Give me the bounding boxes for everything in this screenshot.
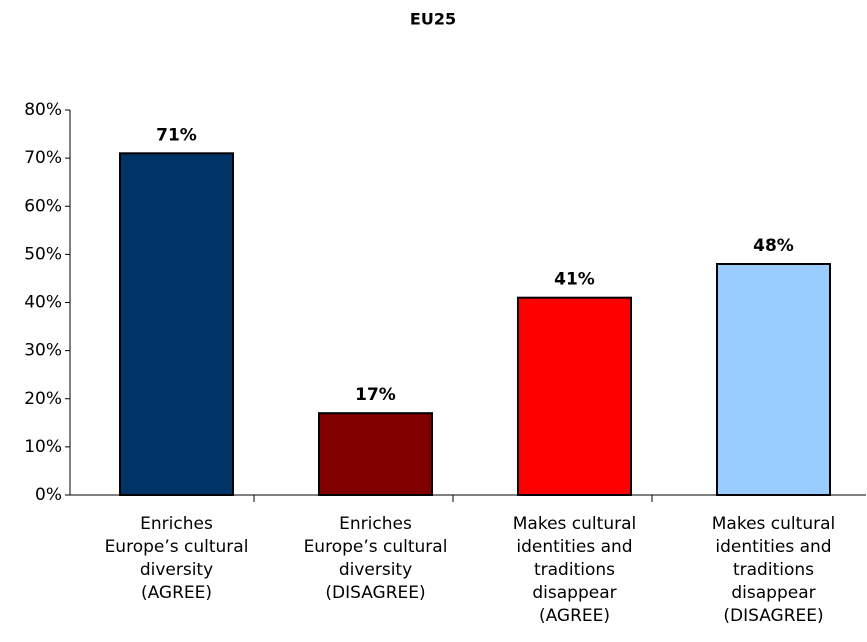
x-tick-label: traditions (733, 560, 814, 580)
data-label: 71% (156, 125, 197, 145)
x-tick-label: Makes cultural (513, 514, 636, 534)
x-tick-label: identities and (715, 537, 831, 557)
x-tick-label: traditions (534, 560, 615, 580)
bar (119, 152, 234, 496)
y-tick-label: 0% (35, 485, 62, 505)
x-tick-label: Enriches (339, 514, 412, 534)
y-tick-label: 80% (24, 100, 62, 120)
x-tick-label: disappear (731, 583, 815, 603)
bar (716, 263, 831, 496)
x-tick-label: (DISAGREE) (325, 583, 425, 603)
y-tick-label: 20% (24, 389, 62, 409)
x-tick-label: diversity (339, 560, 412, 580)
x-tick-label: Makes cultural (712, 514, 835, 534)
x-tick-label: diversity (140, 560, 213, 580)
data-label: 17% (355, 385, 396, 405)
x-tick-label: disappear (532, 583, 616, 603)
y-tick-label: 50% (24, 244, 62, 264)
x-tick-label: identities and (516, 537, 632, 557)
bar (318, 412, 433, 496)
chart-title: EU25 (410, 10, 456, 29)
y-tick-label: 40% (24, 293, 62, 313)
y-tick-label: 30% (24, 341, 62, 361)
y-tick-label: 70% (24, 148, 62, 168)
x-tick-label: Enriches (140, 514, 213, 534)
data-label: 48% (753, 236, 794, 256)
y-tick-label: 60% (24, 196, 62, 216)
x-tick-label: (AGREE) (141, 583, 212, 603)
data-label: 41% (554, 270, 595, 290)
bar (517, 296, 632, 496)
y-tick-label: 10% (24, 437, 62, 457)
x-tick-label: Europe’s cultural (304, 537, 448, 557)
x-tick-label: Europe’s cultural (105, 537, 249, 557)
x-tick-label: (DISAGREE) (723, 606, 823, 626)
x-tick-label: (AGREE) (539, 606, 610, 626)
